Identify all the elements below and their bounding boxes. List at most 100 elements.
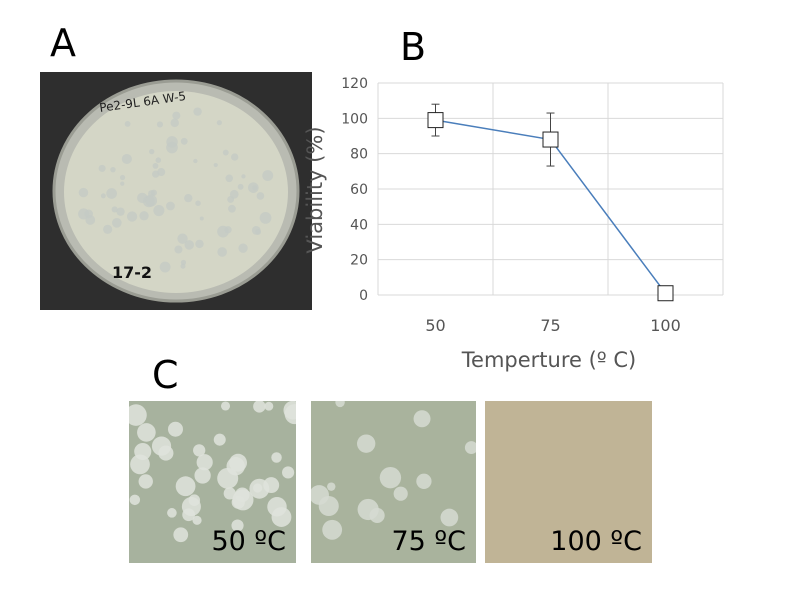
tile-label-75c: 75 ºC [391,526,466,557]
colony [138,474,153,489]
colony [262,170,274,182]
colony [170,118,179,128]
colony [116,207,125,216]
colony [311,485,329,505]
colony [100,193,106,199]
colony [156,121,164,128]
x-tick-75: 75 [540,316,560,335]
colony [216,120,222,126]
y-tick-120: 120 [341,76,368,92]
colony [256,192,265,200]
colony [229,453,248,472]
colony [271,507,292,527]
x-axis-title: Temperture (º C) [461,348,636,372]
colony [78,208,90,220]
colony [253,401,266,413]
colony [416,473,432,489]
colony [184,240,194,250]
colony [231,153,239,161]
colony [192,515,202,525]
colony [103,224,113,234]
colony [98,164,106,172]
colony [213,433,226,446]
colony-spots [78,107,274,273]
colony [464,441,476,455]
colony [196,454,213,471]
colony [158,445,174,461]
colony [182,508,196,522]
colony [259,212,272,224]
colony [111,206,118,213]
y-tick-20: 20 [350,253,368,269]
colony [78,187,89,198]
colony [194,467,211,484]
colony [121,153,132,165]
colony [129,404,147,426]
colony [180,137,188,145]
colony [237,183,244,190]
colony [271,452,282,463]
colony [263,477,280,494]
colony [139,211,149,221]
colony [193,107,202,116]
colony [137,192,148,204]
panel-label-b: B [400,25,427,69]
colony [322,519,343,540]
colony [379,466,402,489]
colony [327,482,336,491]
colony [264,401,274,411]
colony [152,170,160,178]
colony [110,166,116,173]
series-viability [427,103,674,302]
plate-closeup-100c: 100 ºC [485,401,652,563]
viability-chart: 0 20 40 60 80 100 120 50 75 100 Viability (%) Te… [303,76,724,372]
tile-label-50c: 50 ºC [211,526,286,557]
colony [124,120,131,127]
plate-marking-bottom: 17-2 [112,263,152,282]
colony [283,401,296,420]
y-tick-0: 0 [359,288,368,304]
colony [175,476,196,497]
y-axis-title: Viability (%) [303,126,327,253]
x-tick-100: 100 [650,316,681,335]
colony [149,148,155,155]
colony [413,410,431,428]
colony [180,259,187,266]
colony [213,162,218,168]
colony [255,228,262,235]
colony [229,189,239,199]
colony [159,261,171,273]
colony [119,174,126,181]
colony [137,423,156,442]
colony [167,421,183,437]
colony [223,487,236,500]
x-tick-50: 50 [425,316,445,335]
colony [193,158,198,164]
colony [220,401,231,411]
colony [172,111,181,120]
colony [152,162,159,169]
tile-label-100c: 100 ºC [550,526,642,557]
petri-dish-illustration: Pe2-9L 6A W-5 17-2 [40,72,312,310]
colony [177,233,188,244]
colony [195,239,204,249]
colony [225,174,233,183]
colony [224,226,232,234]
colony-spots-50c [129,401,296,543]
colony [238,243,248,253]
x-tick-labels: 50 75 100 [425,316,680,335]
colony [357,434,376,453]
colony [129,494,141,506]
colony [112,217,122,228]
colony [134,442,152,461]
petri-dish-photo: Pe2-9L 6A W-5 17-2 [40,72,312,310]
colony [85,215,96,225]
colony [188,494,201,506]
panel-label-c: C [152,353,179,397]
panel-label-a: A [50,21,76,65]
colony [369,507,385,524]
colony [393,486,408,501]
colony [180,263,186,269]
colony [155,157,162,164]
colony [167,508,177,518]
